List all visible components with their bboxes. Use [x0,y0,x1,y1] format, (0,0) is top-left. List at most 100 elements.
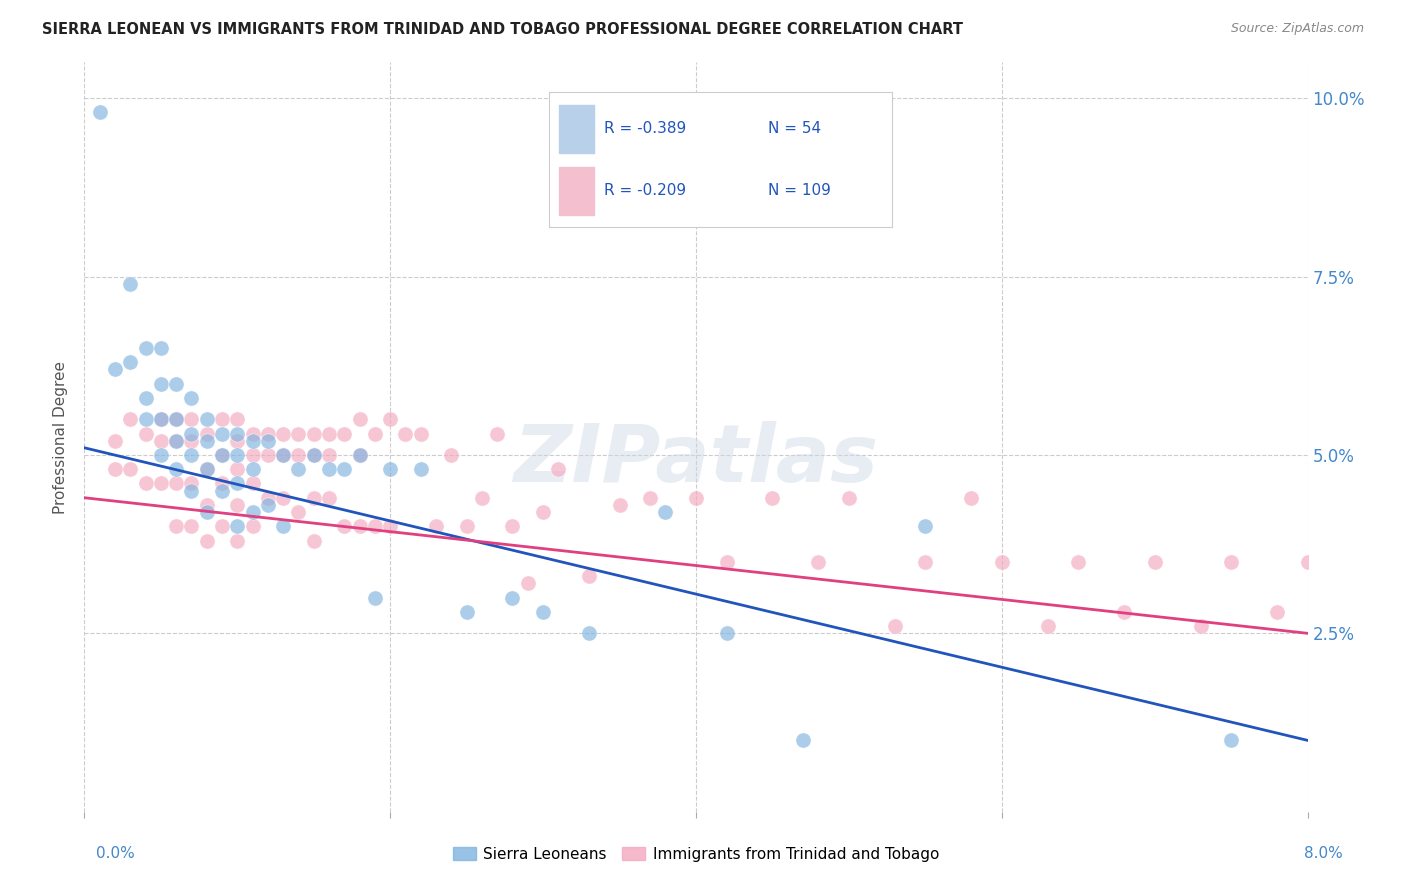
Point [914,555,936,569]
Point [180,448,202,462]
Text: SIERRA LEONEAN VS IMMIGRANTS FROM TRINIDAD AND TOBAGO PROFESSIONAL DEGREE CORREL: SIERRA LEONEAN VS IMMIGRANTS FROM TRINID… [42,22,963,37]
Point [302,448,325,462]
Point [195,412,218,426]
Point [1358,576,1381,591]
Point [1067,555,1090,569]
Point [716,555,738,569]
Point [271,519,294,533]
Point [318,448,340,462]
Point [226,462,249,476]
Point [135,426,157,441]
Point [271,448,294,462]
Point [364,426,387,441]
Point [135,476,157,491]
Point [226,498,249,512]
Point [149,376,172,391]
Point [149,412,172,426]
Point [135,341,157,355]
Point [149,476,172,491]
Point [135,391,157,405]
Point [242,505,264,519]
Point [1143,555,1166,569]
Point [89,105,111,120]
Point [654,505,676,519]
Point [211,448,233,462]
Point [195,498,218,512]
Point [1114,605,1136,619]
Point [165,412,187,426]
Point [318,462,340,476]
Point [914,519,936,533]
Point [271,426,294,441]
Point [1327,605,1350,619]
Point [180,483,202,498]
Point [242,462,264,476]
Point [349,448,371,462]
Point [349,412,371,426]
Point [531,505,554,519]
Point [195,434,218,448]
Point [287,505,309,519]
Point [180,412,202,426]
Point [333,426,356,441]
Point [165,434,187,448]
Point [960,491,983,505]
Point [1189,619,1212,633]
Point [226,519,249,533]
Point [180,476,202,491]
Point [380,519,402,533]
Point [318,491,340,505]
Point [165,476,187,491]
Text: ZIPatlas: ZIPatlas [513,420,879,499]
Point [195,426,218,441]
Point [1220,733,1243,747]
Point [502,519,524,533]
Point [364,519,387,533]
Point [226,412,249,426]
Legend: Sierra Leoneans, Immigrants from Trinidad and Tobago: Sierra Leoneans, Immigrants from Trinida… [447,840,945,868]
Point [226,426,249,441]
Point [409,462,432,476]
Point [578,626,600,640]
Point [211,483,233,498]
Point [1220,555,1243,569]
Point [318,426,340,441]
Point [180,426,202,441]
Point [180,434,202,448]
Point [364,591,387,605]
Point [409,426,432,441]
Point [257,434,280,448]
Point [242,426,264,441]
Point [242,476,264,491]
Point [380,462,402,476]
Point [302,491,325,505]
Point [211,476,233,491]
Point [226,476,249,491]
Point [425,519,447,533]
Point [211,426,233,441]
Text: 0.0%: 0.0% [96,846,135,861]
Point [578,569,600,583]
Point [211,412,233,426]
Point [211,519,233,533]
Point [257,448,280,462]
Point [609,498,631,512]
Point [991,555,1014,569]
Text: Source: ZipAtlas.com: Source: ZipAtlas.com [1230,22,1364,36]
Point [471,491,494,505]
Point [195,533,218,548]
Point [226,533,249,548]
Point [456,519,478,533]
Point [456,605,478,619]
Point [195,462,218,476]
Point [104,434,127,448]
Point [257,498,280,512]
Point [120,277,142,291]
Point [807,555,830,569]
Point [165,434,187,448]
Point [302,533,325,548]
Point [149,434,172,448]
Point [226,448,249,462]
Point [271,448,294,462]
Point [120,355,142,369]
